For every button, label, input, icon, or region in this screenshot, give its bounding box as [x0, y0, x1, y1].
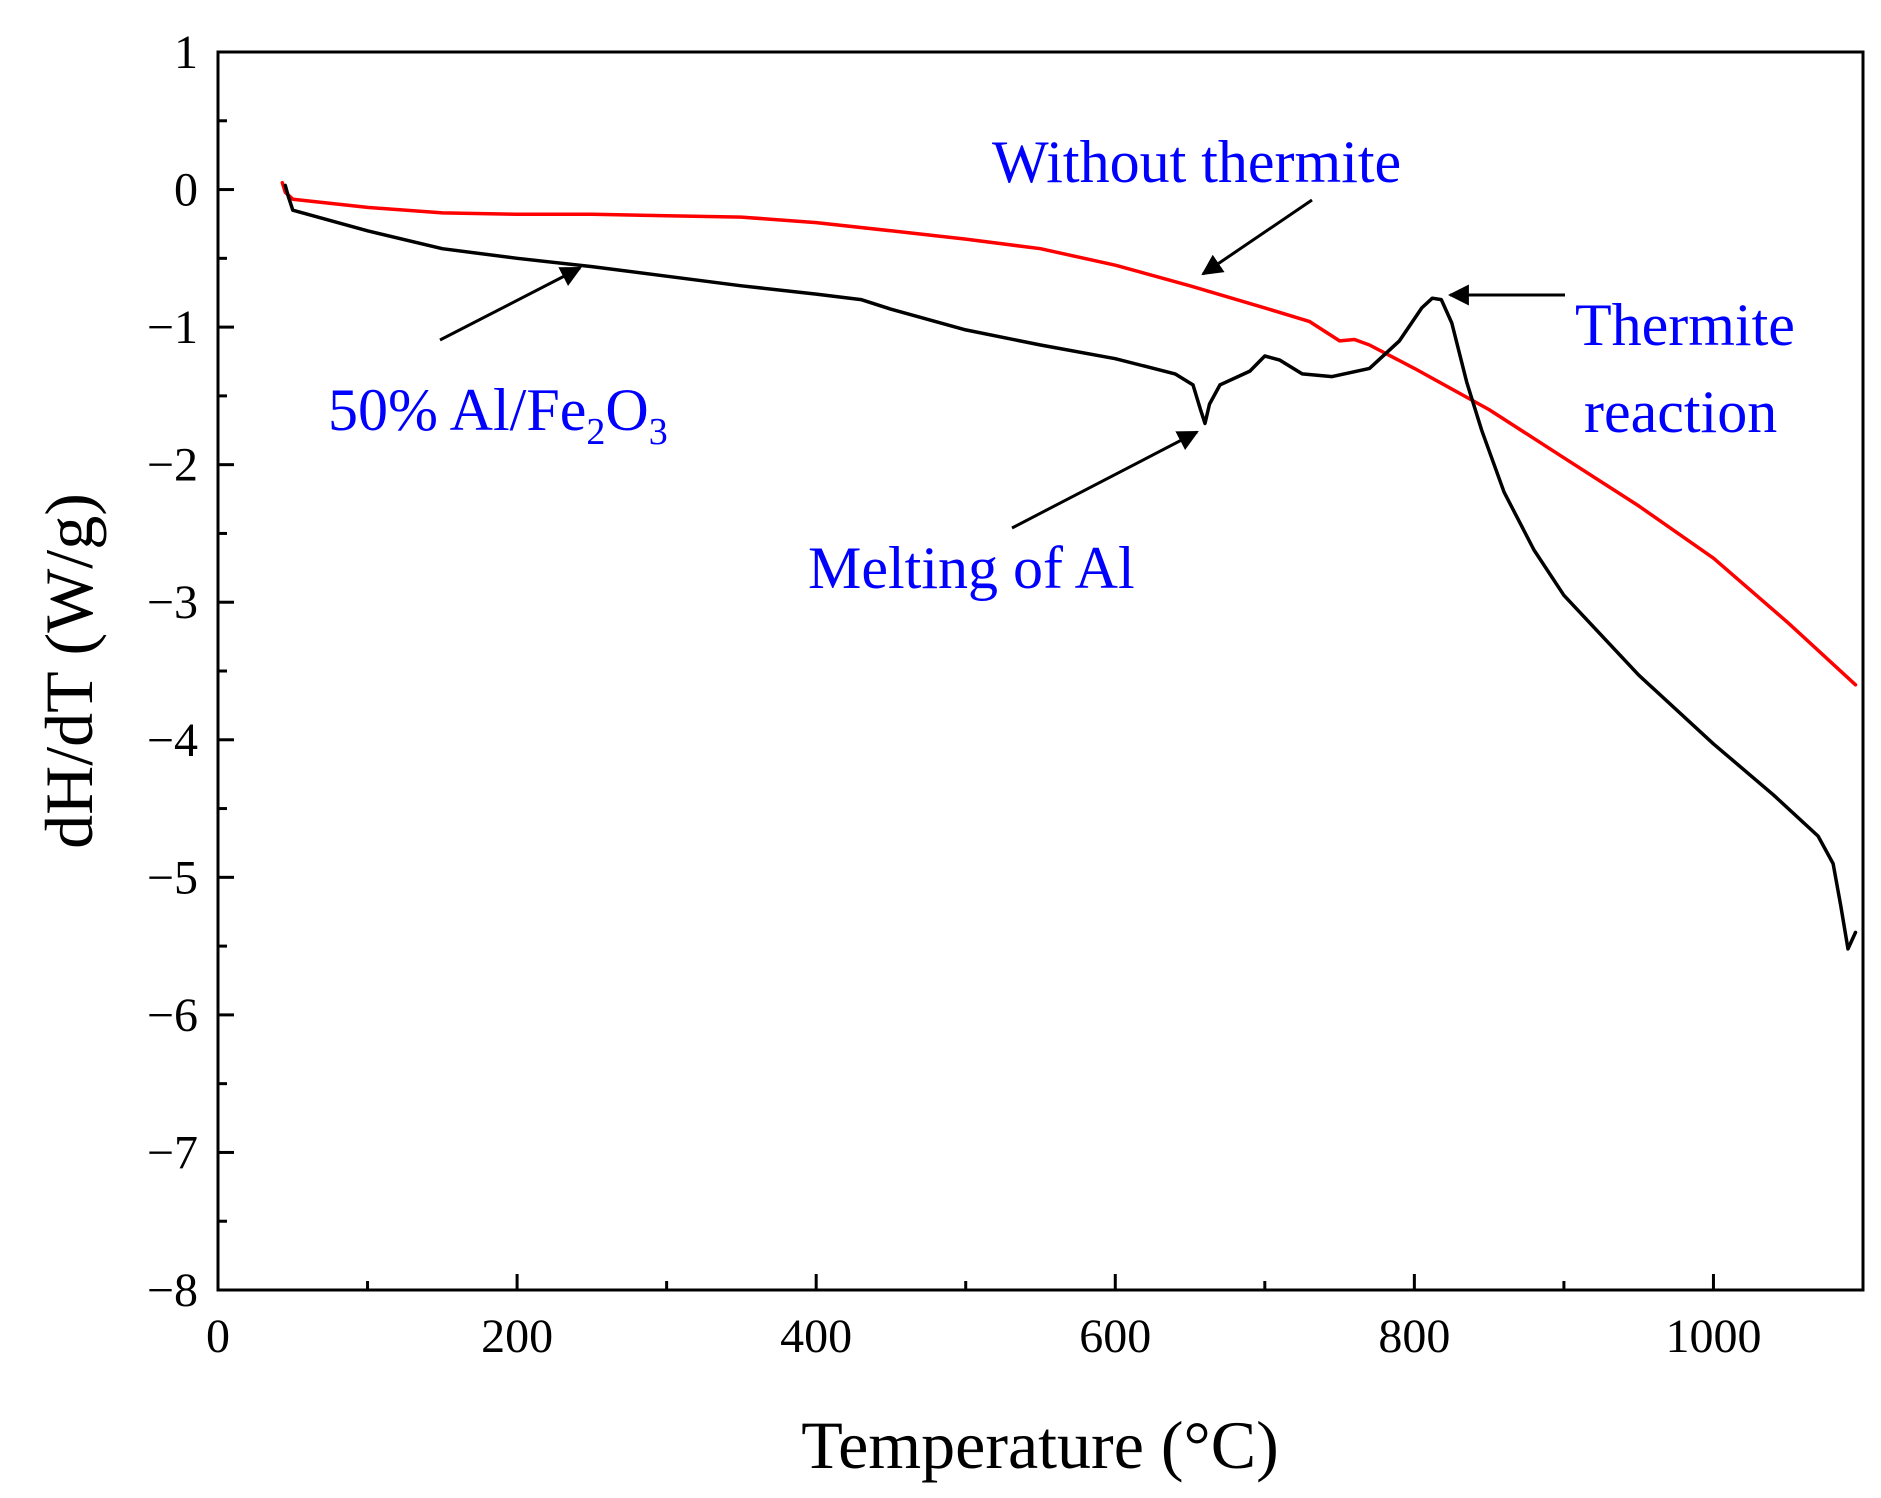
- y-tick-label: −1: [147, 301, 198, 354]
- x-tick-label: 400: [780, 1310, 852, 1363]
- annotation-50pct-sub1: 2: [586, 411, 605, 453]
- y-tick-label: −4: [147, 714, 198, 767]
- annotation-50pct-al-fe2o3: 50% Al/Fe2O3: [328, 377, 668, 453]
- y-tick-label: 1: [174, 26, 198, 79]
- annotation-thermite-line2: reaction: [1584, 379, 1777, 445]
- arrow-50pct: [439, 266, 582, 342]
- y-tick-label: −2: [147, 439, 198, 492]
- annotation-arrows: [439, 198, 1565, 530]
- y-axis-title: dH/dT (W/g): [31, 493, 107, 849]
- series-line-1: [283, 183, 1858, 951]
- series-line-0: [280, 180, 1858, 687]
- plot-frame: [216, 50, 1865, 1292]
- y-tick-label: 0: [174, 164, 198, 217]
- x-tick-label: 0: [206, 1310, 230, 1363]
- y-tick-label: −5: [147, 851, 198, 904]
- annotation-without-thermite: Without thermite: [992, 129, 1401, 195]
- x-axis-tick-labels: 0 200 400 600 800 1000: [206, 1310, 1761, 1363]
- y-axis-ticks: [218, 50, 234, 1292]
- y-tick-label: −6: [147, 989, 198, 1042]
- y-tick-label: −8: [147, 1264, 198, 1317]
- y-tick-label: −7: [147, 1126, 198, 1179]
- annotation-50pct-main: 50% Al/Fe: [328, 377, 586, 443]
- x-tick-label: 800: [1378, 1310, 1450, 1363]
- x-axis-ticks: [216, 1274, 1715, 1290]
- annotation-thermite-line1: Thermite: [1575, 292, 1795, 358]
- x-tick-label: 200: [481, 1310, 553, 1363]
- arrow-without-thermite: [1201, 198, 1313, 276]
- arrow-melting-of-al: [1011, 430, 1199, 530]
- x-axis-title: Temperature (°C): [801, 1407, 1278, 1483]
- series-layer: [280, 180, 1858, 951]
- y-tick-label: −3: [147, 576, 198, 629]
- x-tick-label: 1000: [1665, 1310, 1761, 1363]
- y-axis-tick-labels: 1 0 −1 −2 −3 −4 −5 −6 −7 −8: [147, 26, 198, 1317]
- annotation-melting-of-al: Melting of Al: [808, 535, 1135, 601]
- annotation-50pct-sub2: 3: [649, 411, 668, 453]
- annotation-50pct-mid: O: [605, 377, 648, 443]
- x-tick-label: 600: [1079, 1310, 1151, 1363]
